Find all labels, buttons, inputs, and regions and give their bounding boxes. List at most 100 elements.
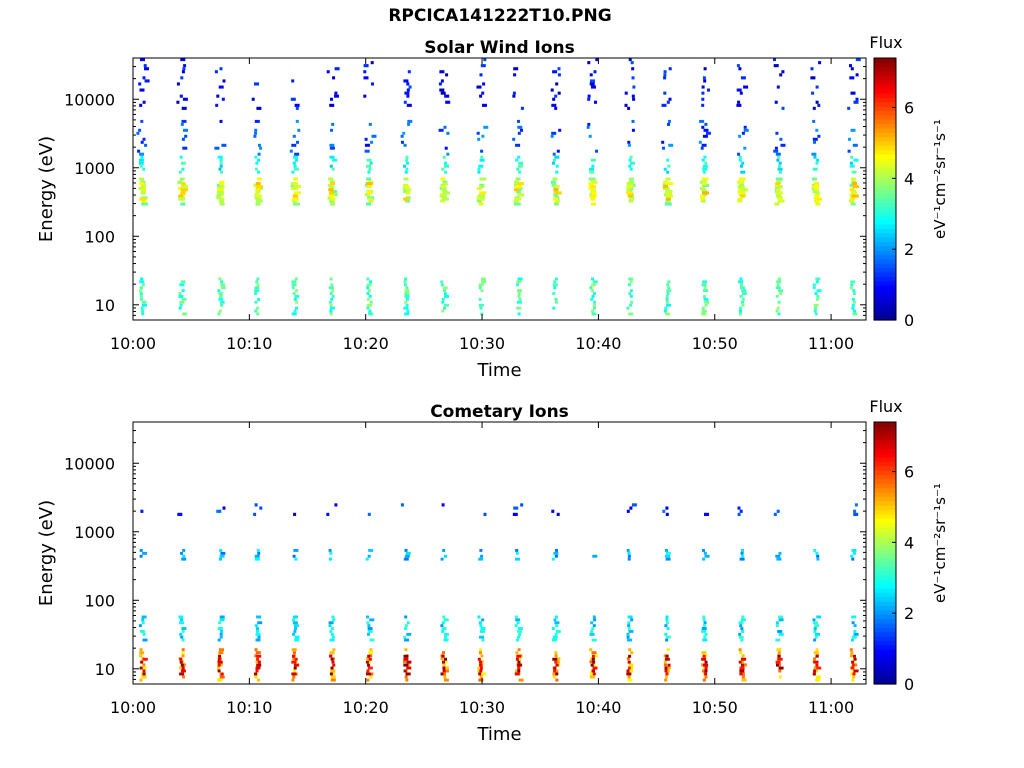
heatmap-cell [140,185,146,189]
heatmap-cell [557,91,561,95]
heatmap-cell [478,651,482,655]
heatmap-cell [813,182,819,186]
heatmap-cell [738,155,742,159]
heatmap-cell [480,627,486,630]
heatmap-cell [329,306,335,310]
heatmap-cell [589,675,595,679]
heatmap-cell [814,312,818,316]
heatmap-cell [290,97,296,101]
colorbar-unit-label: eV⁻¹cm⁻²sr⁻¹s⁻¹ [931,119,949,239]
heatmap-cell [778,669,782,673]
heatmap-cell [479,158,485,162]
heatmap-cell [664,624,668,628]
colorbar-step [874,522,896,528]
heatmap-cell [739,624,743,628]
heatmap-cell [291,286,295,290]
heatmap-cell [701,97,705,101]
colorbar-step [874,509,896,515]
colorbar-step [874,653,896,659]
heatmap-cell [665,557,671,561]
heatmap-cell [477,194,485,198]
colorbar-step [874,101,896,107]
heatmap-cell [181,167,185,171]
heatmap-cell [629,289,633,293]
heatmap-cell [331,167,335,171]
heatmap-cell [741,554,745,558]
heatmap-cell [589,672,595,676]
heatmap-cell [817,103,821,107]
heatmap-cell [139,666,143,670]
colorbar-step [874,587,896,593]
heatmap-cell [180,551,183,555]
heatmap-cell [368,312,374,316]
heatmap-cell [141,303,147,307]
heatmap-cell [368,309,372,313]
heatmap-cell [743,125,747,129]
heatmap-cell [550,134,554,138]
heatmap-cell [739,672,743,676]
colorbar-step [874,544,896,550]
heatmap-cell [739,277,743,281]
heatmap-cell [740,164,743,168]
heatmap-cell [259,506,263,510]
heatmap-cell [816,297,820,301]
heatmap-cell [514,615,518,619]
heatmap-cell [850,666,854,670]
colorbar-step [874,241,896,247]
heatmap-cell [663,185,668,189]
heatmap-cell [630,651,634,655]
heatmap-cell [773,149,779,153]
heatmap-cell [256,106,262,110]
heatmap-cell [479,648,482,652]
heatmap-cell [814,624,820,628]
heatmap-cell [816,615,822,619]
heatmap-cell [628,669,634,673]
heatmap-cell [292,621,298,625]
colorbar-step [874,306,896,312]
heatmap-cell [292,161,296,165]
heatmap-cell [664,657,670,661]
heatmap-cell [294,103,300,107]
heatmap-cell [552,70,558,74]
heatmap-cell [254,292,257,295]
heatmap-cell [627,621,631,625]
heatmap-cell [517,125,523,129]
heatmap-cell [254,194,262,198]
heatmap-cell [778,675,782,679]
heatmap-cell [479,191,487,195]
heatmap-cell [144,67,149,71]
colorbar-step [874,526,896,532]
heatmap-cell [555,672,559,676]
heatmap-cell [811,177,817,181]
heatmap-cell [702,557,706,561]
heatmap-cell [179,660,183,664]
heatmap-cell [139,554,143,558]
heatmap-cell [817,134,821,138]
heatmap-cell [180,161,186,165]
heatmap-cell [853,509,857,513]
heatmap-cell [593,300,597,304]
heatmap-cells [136,58,861,316]
heatmap-cell [405,286,409,290]
heatmap-cell [292,657,296,661]
heatmap-cell [517,648,521,652]
heatmap-cell [181,557,187,561]
heatmap-cell [294,152,300,156]
heatmap-cell [180,191,186,195]
heatmap-cell [368,657,372,661]
colorbar-step [874,583,896,589]
heatmap-cell [219,67,223,71]
heatmap-cell [666,158,670,162]
heatmap-cell [479,73,483,77]
heatmap-cell [813,669,817,673]
heatmap-cell [442,669,446,673]
heatmap-cell [851,557,855,561]
heatmap-cell [215,103,219,107]
heatmap-cell [514,197,522,201]
x-tick-label: 10:40 [575,698,621,717]
heatmap-cell [478,557,484,561]
heatmap-cell [739,309,742,313]
heatmap-cell [367,666,373,670]
heatmap-cell [403,280,407,284]
heatmap-cell [665,666,671,670]
